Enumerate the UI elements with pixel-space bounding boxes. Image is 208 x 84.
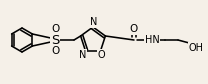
Text: O: O [51, 46, 59, 56]
Text: O: O [98, 49, 105, 60]
Text: OH: OH [188, 43, 203, 53]
Text: N: N [90, 17, 98, 27]
Text: N: N [79, 49, 86, 60]
Text: HN: HN [145, 35, 159, 45]
Text: O: O [51, 24, 59, 34]
Text: O: O [130, 24, 138, 34]
Text: S: S [51, 34, 59, 47]
